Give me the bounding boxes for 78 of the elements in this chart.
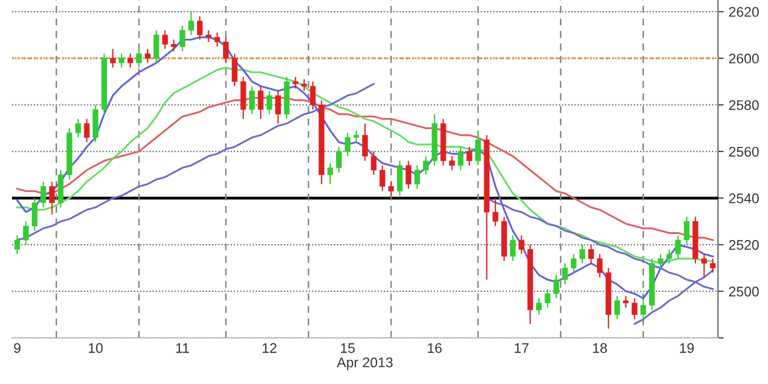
candlestick — [466, 146, 472, 166]
candlestick — [344, 132, 350, 157]
x-tick-label: 10 — [88, 343, 103, 353]
candlestick — [144, 48, 150, 64]
candlestick — [32, 197, 38, 232]
candlestick — [510, 234, 516, 262]
y-tick-label: 2520 — [729, 240, 759, 250]
candlestick — [49, 181, 55, 216]
candlestick — [23, 220, 29, 246]
candlestick — [110, 48, 116, 68]
x-tick-label: 12 — [262, 343, 276, 353]
candlestick — [658, 253, 664, 269]
candlestick — [275, 90, 281, 124]
candlestick — [14, 234, 20, 255]
candlestick — [206, 30, 212, 43]
candlestick — [327, 162, 334, 185]
candlestick — [640, 300, 646, 320]
x-tick-label: 19 — [680, 343, 694, 353]
candlestick — [710, 258, 716, 274]
candlestick — [580, 244, 586, 264]
candlestick — [75, 118, 81, 138]
candlestick — [249, 86, 255, 115]
candlestick — [518, 234, 524, 255]
candlestick — [614, 295, 620, 320]
x-tick-label: 9 — [14, 343, 20, 353]
candlestick — [362, 122, 368, 162]
candlestick — [588, 244, 594, 264]
candlestick — [40, 181, 46, 208]
candlestick — [675, 234, 681, 260]
candlestick — [266, 90, 272, 115]
candlestick — [458, 146, 464, 171]
y-tick-label: 2580 — [729, 100, 759, 110]
x-axis-title: Apr 2013 — [336, 357, 393, 370]
candlestick — [544, 288, 550, 308]
y-tick-label: 2500 — [729, 286, 759, 296]
candlestick — [232, 52, 238, 87]
candlestick — [596, 253, 603, 278]
y-tick-label: 2600 — [729, 54, 759, 64]
candlestick — [380, 164, 386, 192]
candlestick — [180, 25, 186, 52]
candlestick — [188, 11, 194, 36]
y-tick-label: 2560 — [729, 146, 759, 157]
candlestick — [310, 80, 316, 110]
candlestick — [127, 52, 134, 68]
candlestick — [292, 76, 298, 90]
x-tick-label: 17 — [514, 343, 529, 353]
candlestick — [336, 146, 342, 174]
candlestick — [423, 156, 429, 176]
candlestick — [684, 216, 690, 246]
candlestick — [154, 30, 160, 64]
candlestick — [623, 295, 629, 308]
candlestick — [196, 16, 203, 40]
candlestick — [562, 262, 568, 285]
candlestick — [170, 38, 177, 52]
candlestick — [536, 298, 542, 316]
y-tick-label: 2620 — [729, 6, 759, 17]
x-tick-label: 16 — [428, 343, 442, 353]
candlestick — [632, 298, 638, 320]
candlestick — [118, 52, 124, 68]
candlestick — [414, 164, 420, 190]
candlestick — [666, 248, 672, 264]
candlestick — [449, 156, 455, 171]
x-tick-label: 15 — [340, 343, 355, 353]
x-tick-label: 11 — [176, 343, 189, 353]
candlestick — [370, 150, 377, 176]
y-tick-label: 2540 — [729, 193, 759, 204]
candlestick — [258, 86, 264, 120]
candlestick — [701, 253, 707, 278]
candlestick — [84, 118, 90, 143]
candlestick — [162, 30, 168, 50]
candlestick — [553, 274, 560, 299]
candlestick — [301, 78, 307, 92]
candlestick — [406, 160, 412, 190]
candlestick — [492, 197, 498, 227]
candlestick — [570, 253, 576, 274]
x-tick-label: 18 — [593, 343, 607, 353]
candlestick — [214, 32, 220, 48]
candlestick — [353, 130, 360, 143]
